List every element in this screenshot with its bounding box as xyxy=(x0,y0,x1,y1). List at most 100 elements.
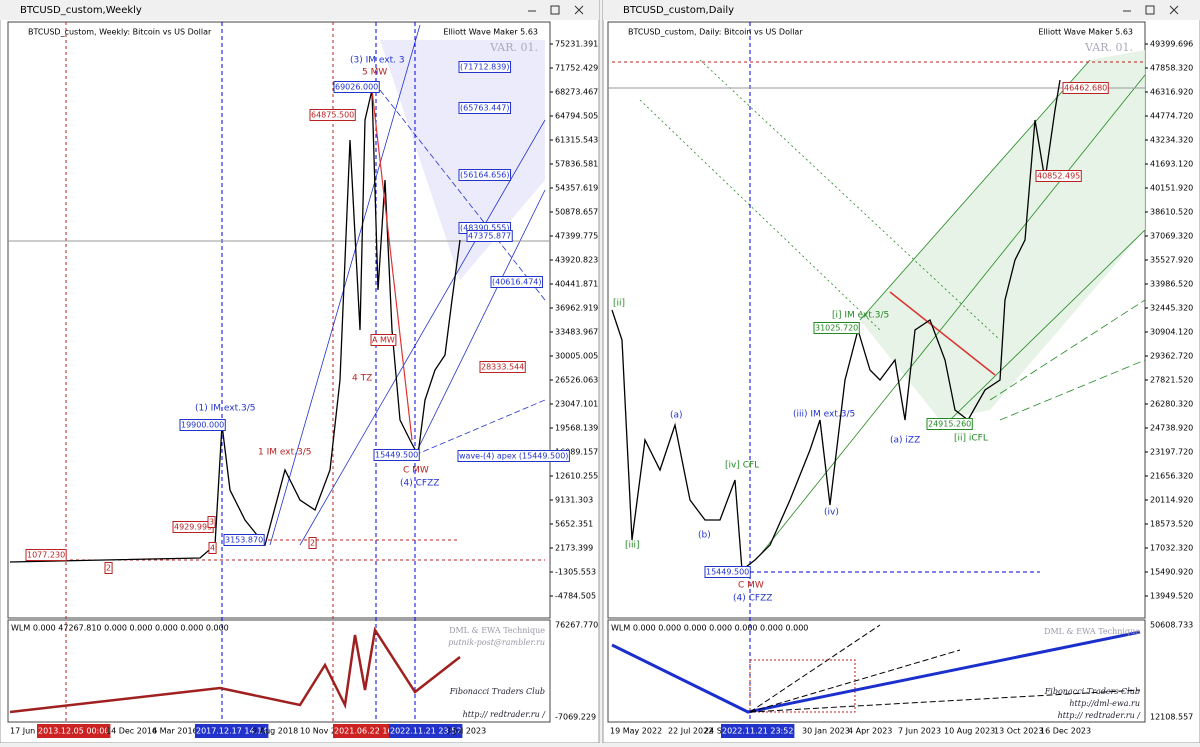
variant-label: VAR. 01. xyxy=(1084,41,1133,54)
time-label: 24 S xyxy=(704,727,722,736)
price-label: 16089.157 xyxy=(555,448,598,457)
wave-annotation: 2 xyxy=(106,564,111,573)
price-label: 61315.543 xyxy=(555,136,598,145)
annotation-box xyxy=(208,542,217,554)
wave-annotation: 1077.230 xyxy=(27,551,65,560)
wave-annotation: wave-(4) apex (15449.500) xyxy=(459,452,568,461)
indicator-axis-label: 50608.733 xyxy=(1150,621,1193,630)
time-marker xyxy=(195,724,269,738)
price-label: 23197.720 xyxy=(1150,448,1193,457)
price-label: 17032.320 xyxy=(1150,544,1193,553)
price-label: 46316.920 xyxy=(1150,88,1193,97)
wave-annotation: [i] IM ext.3/5 xyxy=(832,311,889,321)
wave-line xyxy=(889,291,996,376)
time-label: 6 Mar 2016 xyxy=(152,727,198,736)
price-label: 30904.120 xyxy=(1150,328,1193,337)
wave-annotation: (40616.474) xyxy=(492,278,542,287)
time-label: 4 Apr 2023 xyxy=(848,727,892,736)
wave-annotation: (iii) IM ext.3/5 xyxy=(793,410,855,420)
time-label: 2017.12.17 14:14 xyxy=(196,727,267,736)
indicator-axis-label: 12108.557 xyxy=(1150,713,1193,722)
annotation-box xyxy=(370,334,397,346)
wave-annotation: 31025.720 xyxy=(815,324,858,333)
annotation-box xyxy=(458,169,512,181)
wave-annotation: 4 xyxy=(210,544,215,553)
annotation-box xyxy=(466,230,513,242)
wave-annotation: 15449.500 xyxy=(375,451,418,460)
price-label: 37069.320 xyxy=(1150,232,1193,241)
annotation-box xyxy=(479,361,526,373)
price-label: 21656.320 xyxy=(1150,472,1193,481)
price-label: 47399.775 xyxy=(555,232,598,241)
wave-annotation: 15449.500 xyxy=(706,568,749,577)
annotation-box xyxy=(104,562,113,574)
ea-label: Elliott Wave Maker 5.63 xyxy=(443,28,538,37)
price-label: 54357.619 xyxy=(555,184,598,193)
time-label: 9 Aug 2018 xyxy=(252,727,298,736)
price-label: 75231.391 xyxy=(555,40,598,49)
price-label: 26526.063 xyxy=(555,376,598,385)
fib-fan-area xyxy=(380,40,545,280)
wave-annotation: 2 xyxy=(310,539,315,548)
wave-annotation: [ii] xyxy=(613,299,625,309)
wave-annotation: [ii] iCFL xyxy=(954,434,988,444)
wave-annotation: (iv) xyxy=(824,508,839,518)
indicator-label: WLM 0.000 47267.810 0.000 0.000 0.000 0.… xyxy=(11,624,229,633)
price-label: 40151.920 xyxy=(1150,184,1193,193)
time-label: 22 Jul 2022 xyxy=(668,727,713,736)
annotation-box xyxy=(179,419,226,431)
price-label: 50878.657 xyxy=(555,208,598,217)
price-label: 32445.320 xyxy=(1150,304,1193,313)
indicator-note: putnik-post@rambler.ru xyxy=(448,638,545,647)
price-label: 18573.520 xyxy=(1150,520,1193,529)
annotation-box xyxy=(490,276,544,288)
vertical-markers xyxy=(65,22,545,722)
time-marker xyxy=(37,724,111,738)
box xyxy=(749,659,856,713)
wave-annotation: 3 xyxy=(209,518,214,527)
time-label: 10 Aug 2023 xyxy=(944,727,995,736)
window-buttons[interactable] xyxy=(528,5,1179,15)
indicator-note: Fibonacci Traders Club xyxy=(1044,687,1140,696)
wave-annotation: 24915.260 xyxy=(928,420,971,429)
price-label: 43920.823 xyxy=(555,256,598,265)
chart-header: BTCUSD_custom, Weekly: Bitcoin vs US Dol… xyxy=(28,28,212,37)
time-label: 2021.06.22 16:55 xyxy=(334,727,405,736)
indicator-note: http:// redtrader.ru / xyxy=(463,710,547,719)
annotation-box xyxy=(704,566,751,578)
price-label: 44774.720 xyxy=(1150,112,1193,121)
price-label: 9131.303 xyxy=(555,496,593,505)
indicator-label: WLM 0.000 0.000 0.000 0.000 0.000 0.000 … xyxy=(611,624,808,633)
wave-annotation: (48390.555) xyxy=(460,224,510,233)
wave-annotation: 28333.544 xyxy=(481,363,524,372)
time-label: 17 Jun 2012 xyxy=(10,727,58,736)
annotation-box xyxy=(207,516,216,528)
wave-annotation: C MW xyxy=(403,466,429,476)
window-title: BTCUSD_custom,Weekly xyxy=(20,5,142,16)
price-label: 19568.139 xyxy=(555,424,598,433)
wave-annotation: 5 MW xyxy=(362,68,387,78)
indicator-line xyxy=(611,630,1141,714)
wave-annotation: (b) xyxy=(698,531,711,541)
indicator-pane xyxy=(7,619,551,723)
annotation-box xyxy=(813,322,860,334)
price-label: 33986.520 xyxy=(1150,280,1193,289)
wave-annotation: 1 IM ext.3/5 xyxy=(258,448,311,458)
price-label: 29362.720 xyxy=(1150,352,1193,361)
price-label: 68273.467 xyxy=(555,88,598,97)
price-label: 15490.920 xyxy=(1150,568,1193,577)
price-label: 38610.520 xyxy=(1150,208,1193,217)
time-marker xyxy=(389,724,463,738)
price-label: 64794.505 xyxy=(555,112,598,121)
wave-annotation: (56164.656) xyxy=(460,171,510,180)
indicator-note: http:// redtrader.ru / xyxy=(1058,711,1142,720)
price-label: 24738.920 xyxy=(1150,424,1193,433)
price-label: 43234.320 xyxy=(1150,136,1193,145)
annotation-box xyxy=(373,449,420,461)
channel-lines xyxy=(639,59,1146,556)
annotation-box xyxy=(1035,170,1082,182)
price-label: 13949.520 xyxy=(1150,592,1193,601)
indicator-line xyxy=(9,626,461,714)
time-label: 2013.12.05 00:00 xyxy=(38,727,109,736)
time-label: 10 Nov 20 xyxy=(300,727,341,736)
